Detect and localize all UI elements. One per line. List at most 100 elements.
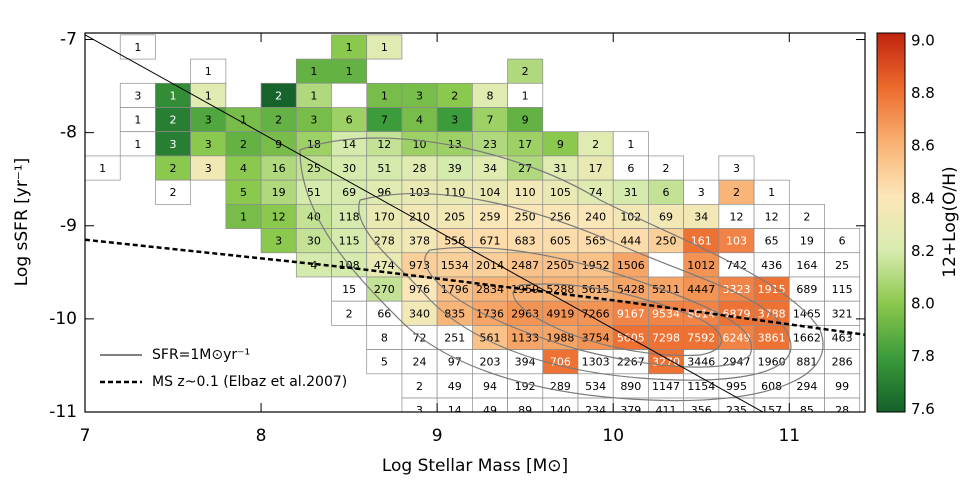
cell-count: 8 (486, 89, 493, 102)
cell (753, 276, 790, 302)
cell (436, 107, 473, 133)
cell-count: 436 (761, 259, 782, 272)
cell-count: 17 (589, 162, 603, 175)
cell (436, 179, 473, 205)
contour (512, 283, 722, 357)
cell-count: 25 (307, 162, 321, 175)
cell (85, 155, 121, 181)
cell (788, 228, 825, 254)
cell-count: 1 (627, 138, 634, 151)
cell (260, 179, 297, 205)
cell-count: 192 (515, 380, 536, 393)
cell-count: 1 (170, 89, 177, 102)
cell (788, 276, 825, 302)
cell-count: 3 (451, 114, 458, 127)
cell-count: 99 (835, 380, 849, 393)
cell-count: 140 (550, 404, 571, 417)
cell (331, 107, 368, 133)
y-tick-label: -9 (60, 216, 77, 236)
cell-count: 17 (518, 138, 532, 151)
cell-count: 2505 (546, 259, 574, 272)
cell (648, 276, 684, 302)
cell (190, 107, 227, 133)
cell-count: 689 (796, 283, 817, 296)
cell-count: 2267 (617, 356, 645, 369)
cell-count: 890 (620, 380, 641, 393)
cell (753, 179, 790, 205)
cell-count: 2 (275, 114, 282, 127)
cell-count: 12 (377, 138, 391, 151)
cell-count: 2 (592, 138, 599, 151)
cell (472, 179, 508, 205)
cell-count: 474 (374, 259, 395, 272)
cell-count: 2834 (476, 283, 504, 296)
heatmap-cells: 1 1 11 1 1 23 1 1 2 1 1 3 2 8 11 2 3 1 2 3 6 7 4 3 7 91 3 3 2 9 18 14 12… (85, 34, 861, 417)
cell-count: 5615 (582, 283, 610, 296)
plot-frame (84, 32, 866, 413)
cell-count: 161 (691, 235, 712, 248)
cell-count: 3446 (687, 356, 715, 369)
cell (824, 300, 861, 326)
cell-count: 235 (726, 404, 747, 417)
cell-count: 118 (339, 210, 360, 223)
cell-count: 66 (377, 307, 391, 320)
cell-count: 706 (550, 356, 571, 369)
cell-count: 2487 (511, 259, 539, 272)
cell-count: 89 (518, 404, 532, 417)
cell (648, 179, 684, 205)
cell-count: 1 (310, 65, 317, 78)
cell-count: 94 (483, 380, 497, 393)
cell (295, 131, 332, 157)
cell-count: 4447 (687, 283, 715, 296)
cell-count: 5288 (546, 283, 574, 296)
cell-count: 6 (663, 186, 670, 199)
cell (401, 179, 438, 205)
cell (824, 373, 861, 399)
cell-count: 49 (448, 380, 462, 393)
cell-count: 270 (374, 283, 395, 296)
cell (542, 228, 579, 254)
cell-count: 97 (448, 356, 462, 369)
cell-count: 9534 (652, 307, 680, 320)
cell-count: 1 (310, 89, 317, 102)
cell (331, 155, 368, 181)
cell (190, 131, 227, 157)
cell (119, 107, 156, 133)
cell (190, 155, 227, 181)
axes: 7 8 9 10 11-11-10-9-8-77.67.88.08.28.48.68.8… (49, 30, 935, 446)
cell-count: 40 (307, 210, 321, 223)
cell (155, 107, 191, 133)
cell-count: 4 (416, 114, 423, 127)
cell-count: 973 (409, 259, 430, 272)
cell-count: 7266 (582, 307, 610, 320)
cell-count: 6 (346, 114, 353, 127)
legend: SFR=1M⊙yr⁻¹ MS z~0.1 (Elbaz et al.2007) (100, 347, 347, 390)
cell-count: 24 (413, 356, 427, 369)
colorbar-tick-label: 8.6 (911, 137, 935, 155)
cell-count: 65 (765, 235, 779, 248)
x-axis-label: Log Stellar Mass [M⊙] (382, 456, 568, 476)
cell-count: 1 (768, 186, 775, 199)
cell-count: 104 (479, 186, 500, 199)
cell-count: 294 (796, 380, 817, 393)
cell-count: 394 (515, 356, 536, 369)
cell-count: 8 (381, 332, 388, 345)
cell (507, 131, 544, 157)
cell-count: 69 (659, 210, 673, 223)
cell-count: 7 (381, 114, 388, 127)
cell-count: 1506 (617, 259, 645, 272)
cell (542, 155, 579, 181)
cell (648, 203, 684, 229)
y-tick-label: -8 (60, 123, 77, 143)
cell (507, 203, 544, 229)
cell-count: 1012 (687, 259, 715, 272)
cell-count: 3 (134, 89, 141, 102)
cell-count: 3861 (758, 332, 786, 345)
cell-count: 340 (409, 307, 430, 320)
cell (612, 179, 649, 205)
cell-count: 51 (377, 162, 391, 175)
cell (718, 300, 755, 326)
cell (472, 373, 508, 399)
cell-count: 5 (381, 356, 388, 369)
